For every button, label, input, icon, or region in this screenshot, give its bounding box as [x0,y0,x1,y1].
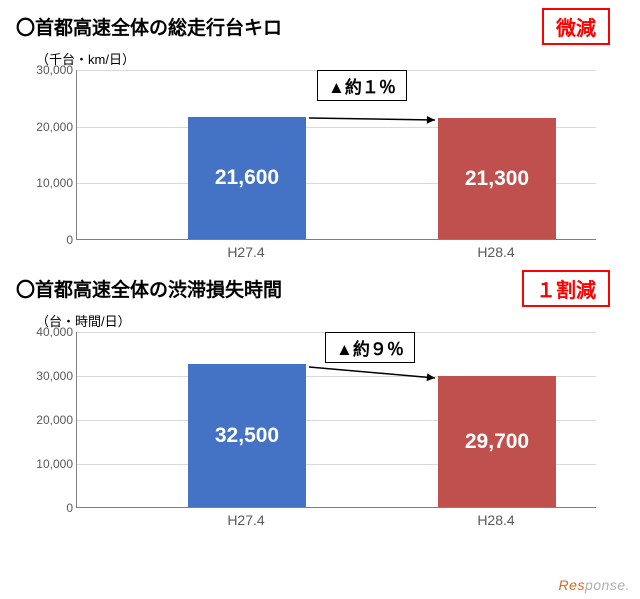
chart-plot-area: 010,00020,00030,00021,60021,300▲約１％ [76,70,596,240]
bar-value-label: 21,300 [465,167,529,191]
y-tick-label: 30,000 [21,63,73,77]
y-axis-unit: （千台・km/日） [36,49,628,68]
bar-value-label: 21,600 [215,166,279,190]
change-annotation: ▲約９％ [325,332,415,363]
chart-bar: 21,600 [188,117,306,239]
y-axis-unit: （台・時間/日） [36,311,628,330]
x-tick-label: H28.4 [477,512,514,528]
bar-value-label: 29,700 [465,430,529,454]
y-tick-label: 10,000 [21,176,73,190]
x-tick-label: H28.4 [477,244,514,260]
chart-plot-area: 010,00020,00030,00040,00032,50029,700▲約９… [76,332,596,508]
change-badge: １割減 [522,270,610,307]
watermark-accent: Res [559,577,585,593]
panel-header: 〇首都高速全体の渋滞損失時間 １割減 [12,270,628,307]
y-tick-label: 0 [21,501,73,515]
x-axis: H27.4 H28.4 [76,240,596,262]
x-tick-label: H27.4 [227,512,264,528]
x-axis: H27.4 H28.4 [76,508,596,530]
y-tick-label: 30,000 [21,369,73,383]
chart-bar: 29,700 [438,376,556,507]
panel-title: 〇首都高速全体の総走行台キロ [16,13,282,40]
y-axis: 010,00020,00030,000 [21,70,73,239]
x-tick-label: H27.4 [227,244,264,260]
watermark: Response. [559,577,630,593]
y-tick-label: 20,000 [21,413,73,427]
y-tick-label: 0 [21,233,73,247]
y-tick-label: 20,000 [21,120,73,134]
watermark-rest: ponse. [585,577,630,593]
change-badge: 微減 [542,8,610,45]
chart-panel: 〇首都高速全体の渋滞損失時間 １割減 （台・時間/日） 0 10,000 20,000 30… [12,270,628,530]
y-tick-label: 10,000 [21,457,73,471]
panel-title: 〇首都高速全体の渋滞損失時間 [16,275,282,302]
panel-header: 〇首都高速全体の総走行台キロ 微減 [12,8,628,45]
y-tick-label: 40,000 [21,325,73,339]
chart-bar: 21,300 [438,118,556,239]
chart-bar: 32,500 [188,364,306,507]
change-annotation: ▲約１％ [317,70,407,101]
bar-value-label: 32,500 [215,424,279,448]
y-axis: 010,00020,00030,00040,000 [21,332,73,507]
chart-panel: 〇首都高速全体の総走行台キロ 微減 （千台・km/日） 0 10,000 20,000 30… [12,8,628,262]
